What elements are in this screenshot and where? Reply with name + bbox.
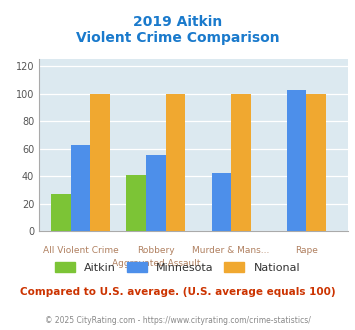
- Bar: [165, 94, 185, 231]
- Bar: [71, 145, 90, 231]
- Text: © 2025 CityRating.com - https://www.cityrating.com/crime-statistics/: © 2025 CityRating.com - https://www.city…: [45, 315, 310, 325]
- Bar: [90, 94, 110, 231]
- Bar: [306, 94, 326, 231]
- Text: Robbery: Robbery: [137, 246, 175, 255]
- Bar: [126, 175, 146, 231]
- Legend: Aitkin, Minnesota, National: Aitkin, Minnesota, National: [50, 258, 305, 278]
- Text: Murder & Mans...: Murder & Mans...: [192, 246, 270, 255]
- Text: Violent Crime Comparison: Violent Crime Comparison: [76, 31, 279, 45]
- Bar: [146, 155, 165, 231]
- Text: Aggravated Assault: Aggravated Assault: [111, 259, 200, 268]
- Bar: [212, 173, 231, 231]
- Text: All Violent Crime: All Violent Crime: [43, 246, 118, 255]
- Text: Rape: Rape: [295, 246, 318, 255]
- Text: 2019 Aitkin: 2019 Aitkin: [133, 15, 222, 29]
- Bar: [287, 90, 306, 231]
- Bar: [231, 94, 251, 231]
- Bar: [51, 194, 71, 231]
- Text: Compared to U.S. average. (U.S. average equals 100): Compared to U.S. average. (U.S. average …: [20, 287, 335, 297]
